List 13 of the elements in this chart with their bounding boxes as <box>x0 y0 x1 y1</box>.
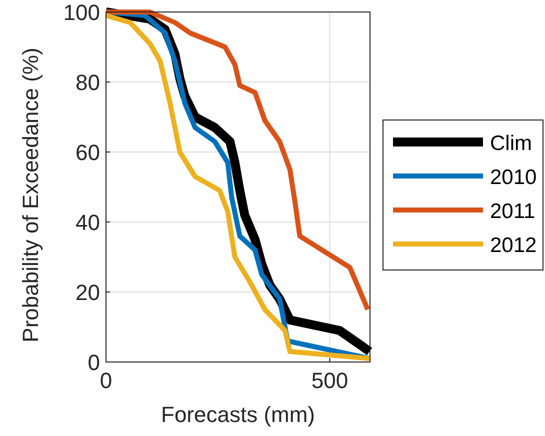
y-tick-label: 0 <box>88 350 100 375</box>
y-tick-label: 20 <box>76 280 100 305</box>
legend-label: 2012 <box>490 234 537 257</box>
y-tick-label: 80 <box>76 70 100 95</box>
x-tick-label: 500 <box>311 368 348 393</box>
x-axis-title: Forecasts (mm) <box>161 402 315 427</box>
legend-label: 2010 <box>490 166 537 189</box>
legend-label: Clim <box>490 132 532 155</box>
y-tick-label: 40 <box>76 210 100 235</box>
legend-label: 2011 <box>490 200 536 223</box>
y-tick-label: 100 <box>63 0 100 25</box>
y-axis-title: Probability of Exceedance (%) <box>18 48 43 342</box>
y-tick-label: 60 <box>76 140 100 165</box>
